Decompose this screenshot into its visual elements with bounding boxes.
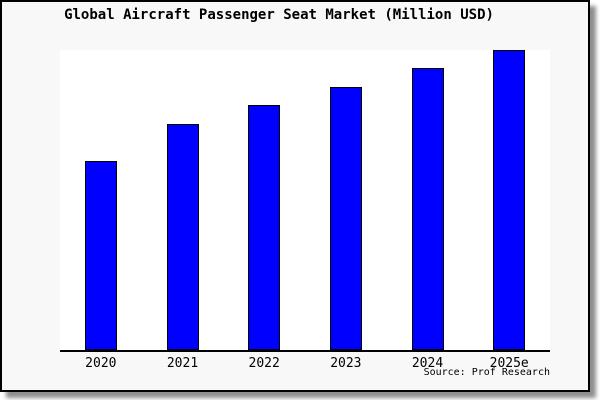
x-tick-label-2024: 2024	[411, 356, 444, 371]
bar-2022	[248, 105, 281, 350]
plot-area	[60, 50, 550, 350]
bar-2025e	[493, 50, 526, 350]
bar-slot-2021	[142, 50, 224, 350]
x-tick-label-2020: 2020	[85, 356, 117, 371]
bar-2024	[411, 68, 444, 350]
bar-2023	[329, 87, 362, 350]
bar-slot-2023	[305, 50, 387, 350]
bar-2021	[166, 124, 199, 350]
x-axis-line	[60, 350, 550, 352]
x-tick-label-2022: 2022	[248, 356, 280, 371]
bar-slot-2022	[223, 50, 305, 350]
x-tick-label-2025e: 2025e	[489, 356, 529, 371]
bar-2020	[84, 161, 117, 350]
x-axis-labels: 2020 2021 2022 2023 2024 2025e	[60, 356, 550, 371]
chart-frame: Global Aircraft Passenger Seat Market (M…	[0, 0, 590, 392]
bar-slot-2020	[60, 50, 142, 350]
source-attribution: Source: Prof Research	[423, 367, 550, 378]
bar-slot-2025e	[468, 50, 550, 350]
x-tick-label-2023: 2023	[330, 356, 362, 371]
x-tick-label-2021: 2021	[166, 356, 199, 371]
bar-slot-2024	[387, 50, 469, 350]
chart-title: Global Aircraft Passenger Seat Market (M…	[64, 7, 494, 23]
